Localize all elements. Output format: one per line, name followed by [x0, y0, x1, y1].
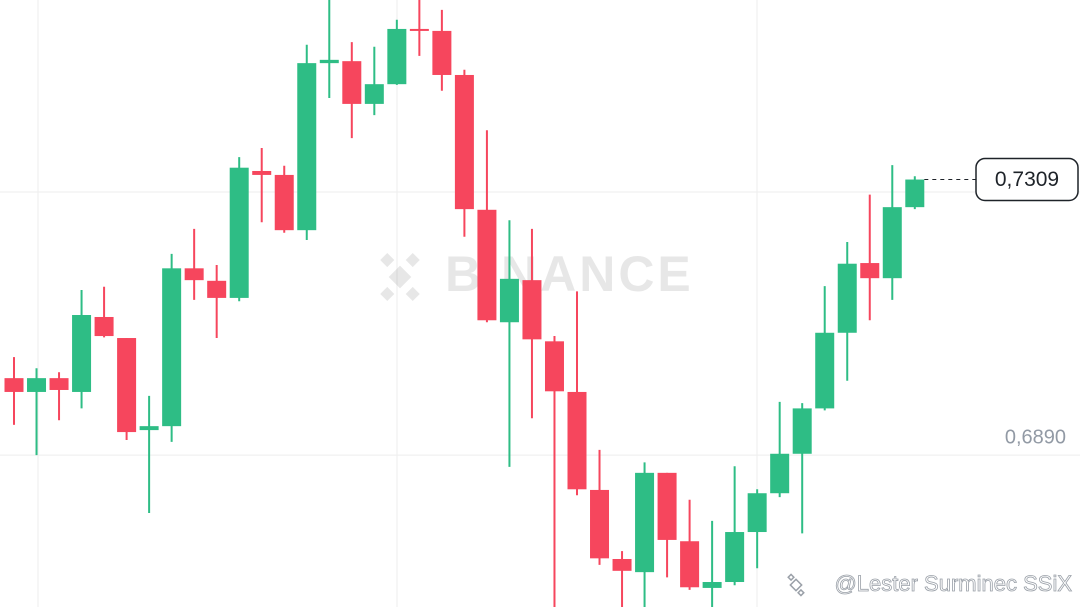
- candle-body: [72, 315, 92, 392]
- candle-body: [657, 472, 677, 540]
- candle-body: [454, 74, 474, 210]
- candle-body: [860, 263, 880, 279]
- watermark-logo: [380, 252, 420, 302]
- candle-body: [117, 338, 137, 433]
- candle-body: [319, 59, 339, 64]
- candle-body: [702, 582, 722, 588]
- candle-body: [792, 408, 812, 454]
- candle-body: [94, 316, 114, 337]
- candle-body: [252, 170, 272, 175]
- candle-body: [207, 280, 227, 298]
- candle-body: [139, 426, 159, 431]
- candle-body: [770, 453, 790, 494]
- candle-body: [882, 207, 902, 279]
- candle-body: [229, 167, 249, 298]
- candle-body: [162, 268, 182, 427]
- credit-logo: [787, 573, 805, 597]
- candle-body: [837, 263, 857, 333]
- candle-body: [499, 278, 519, 323]
- candle-body: [725, 532, 745, 583]
- candle-body: [590, 489, 610, 559]
- candle-body: [544, 341, 564, 392]
- candle-body: [905, 179, 925, 208]
- candle-body: [815, 332, 835, 409]
- candle-body: [635, 472, 655, 573]
- y-tick-label: 0,6890: [1005, 426, 1066, 448]
- candle-body: [409, 28, 429, 31]
- candle-body: [27, 378, 47, 392]
- credit: @Lester Surminec SSiX: [787, 570, 1073, 597]
- last-price-label: 0,7309: [995, 168, 1059, 191]
- candle-body: [432, 30, 452, 75]
- candle-body: [364, 84, 384, 104]
- candle-body: [49, 378, 69, 390]
- candle-body: [387, 28, 407, 85]
- candle-body: [612, 558, 632, 571]
- candle-body: [680, 541, 700, 588]
- candle-body: [297, 63, 317, 231]
- candle-body: [522, 280, 542, 340]
- candle-body: [184, 268, 204, 281]
- candle-body: [274, 174, 294, 231]
- candle-body: [342, 61, 362, 104]
- candle-body: [477, 209, 497, 321]
- candle-body: [747, 493, 767, 533]
- last-price-box: [975, 157, 1079, 202]
- candle-body: [4, 378, 24, 392]
- credit-text: @Lester Surminec SSiX: [834, 571, 1072, 596]
- candle-body: [567, 391, 587, 490]
